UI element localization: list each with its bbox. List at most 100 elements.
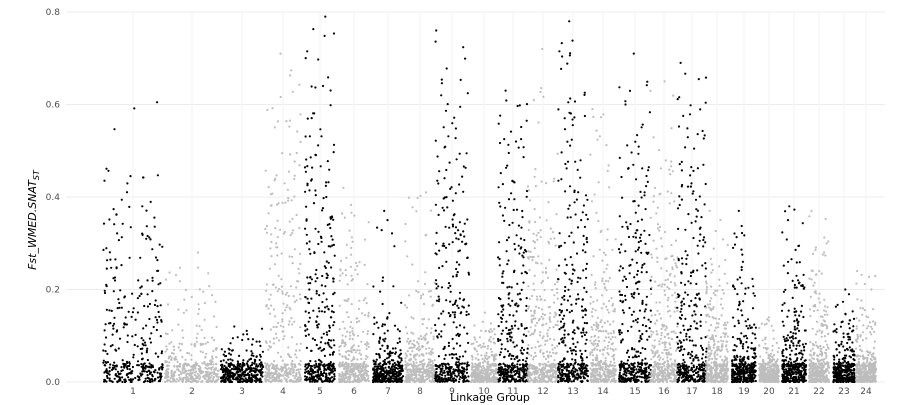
data-point (458, 324, 462, 327)
data-point (405, 306, 408, 309)
data-point (148, 337, 151, 340)
data-point (141, 232, 144, 235)
data-point (404, 380, 407, 383)
data-point (271, 107, 274, 110)
data-point (527, 189, 531, 192)
data-point (356, 264, 359, 268)
data-point (415, 380, 418, 383)
data-point (105, 267, 108, 270)
data-point (277, 202, 280, 205)
data-point (539, 295, 542, 298)
linkage-group-1-points (102, 101, 164, 384)
data-point (265, 373, 268, 376)
data-point (304, 363, 307, 366)
data-point (131, 378, 135, 381)
data-point (321, 84, 325, 88)
data-point (383, 340, 386, 343)
data-point (343, 216, 346, 219)
data-point (471, 376, 474, 379)
data-point (544, 267, 548, 270)
data-point (126, 182, 129, 185)
data-point (531, 258, 534, 262)
data-point (270, 233, 273, 236)
data-point (299, 113, 302, 116)
data-point (507, 371, 510, 374)
data-point (105, 308, 108, 311)
data-point (310, 297, 313, 300)
data-point (105, 247, 108, 250)
data-point (367, 374, 370, 377)
data-point (305, 367, 309, 370)
data-point (304, 227, 307, 230)
data-point (539, 350, 542, 353)
data-point (485, 351, 488, 354)
data-point (281, 152, 284, 155)
data-point (259, 355, 262, 358)
data-point (109, 258, 112, 261)
data-point (120, 306, 123, 309)
data-point (581, 368, 584, 371)
data-point (332, 311, 335, 314)
data-point (307, 311, 310, 314)
data-point (398, 337, 401, 340)
data-point (174, 357, 177, 360)
data-point (157, 355, 160, 358)
data-point (108, 309, 111, 312)
data-point (350, 303, 353, 306)
data-point (324, 266, 327, 269)
data-point (466, 92, 469, 95)
data-point (532, 367, 535, 371)
data-point (286, 291, 289, 294)
data-point (328, 372, 331, 375)
data-point (583, 286, 586, 289)
data-point (573, 201, 576, 204)
data-point (220, 348, 223, 351)
data-point (578, 368, 582, 371)
data-point (202, 375, 205, 378)
data-point (481, 357, 484, 361)
data-point (471, 358, 474, 361)
data-point (112, 327, 115, 330)
data-point (421, 371, 424, 374)
data-point (153, 225, 156, 228)
data-point (558, 50, 561, 53)
data-point (548, 318, 551, 321)
data-point (404, 222, 407, 226)
data-point (522, 366, 525, 369)
data-point (261, 375, 264, 378)
data-point (563, 271, 566, 274)
data-point (124, 364, 127, 367)
data-point (543, 313, 547, 316)
data-point (341, 212, 344, 215)
data-point (278, 377, 281, 380)
data-point (321, 380, 324, 383)
data-point (304, 371, 307, 374)
data-point (483, 311, 486, 314)
data-point (534, 185, 538, 188)
data-point (309, 380, 312, 383)
data-point (454, 311, 457, 314)
data-point (532, 240, 535, 243)
data-point (287, 353, 290, 356)
data-point (454, 137, 457, 140)
data-point (542, 95, 545, 98)
data-point (207, 380, 210, 383)
data-point (258, 369, 261, 372)
data-point (172, 380, 175, 383)
data-point (452, 379, 455, 382)
data-point (272, 308, 275, 311)
data-point (179, 349, 182, 352)
data-point (338, 304, 341, 307)
data-point (546, 369, 549, 372)
data-point (458, 355, 461, 358)
data-point (175, 365, 179, 368)
data-point (505, 239, 509, 242)
data-point (281, 366, 284, 369)
data-point (309, 370, 312, 373)
data-point (120, 236, 123, 239)
data-point (502, 281, 505, 284)
data-point (217, 369, 220, 372)
data-point (203, 336, 206, 339)
data-point (384, 337, 387, 340)
data-point (487, 379, 491, 382)
